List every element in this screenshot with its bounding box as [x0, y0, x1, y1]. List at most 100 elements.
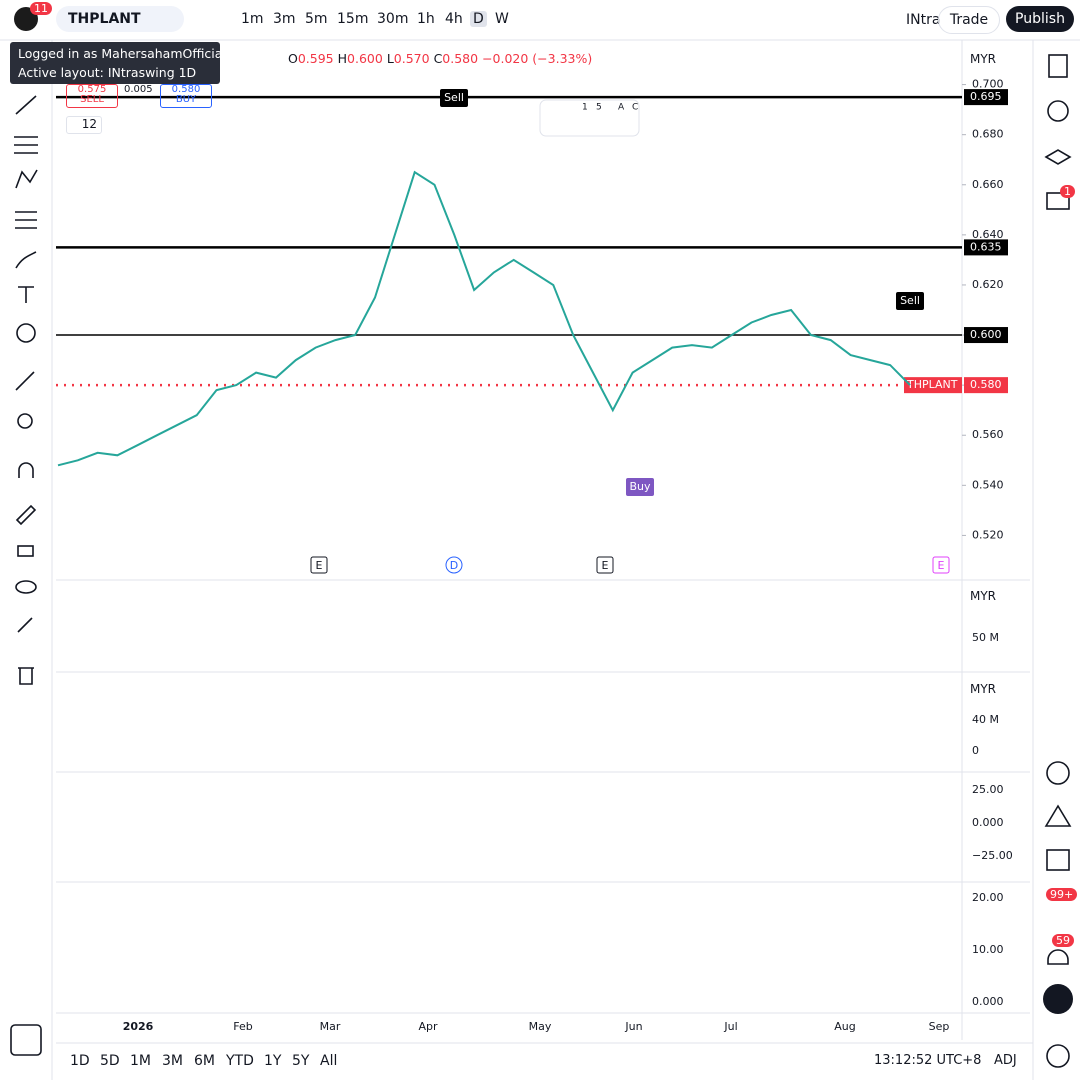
- x-tick-label: May: [529, 1020, 552, 1033]
- tool-fib[interactable]: [15, 211, 37, 229]
- x-tick-label: 2026: [123, 1020, 154, 1033]
- y-tick-label: 0.680: [972, 128, 1004, 141]
- tool-link[interactable]: [17, 617, 33, 633]
- sell-box[interactable]: 0.575 SELL: [66, 84, 118, 108]
- tool-eye[interactable]: [15, 580, 37, 594]
- tool-pattern[interactable]: [15, 169, 38, 189]
- currency[interactable]: MYR: [970, 589, 997, 603]
- side-apps[interactable]: [1043, 984, 1073, 1014]
- tool-icons: [10, 54, 1072, 1068]
- label: L: [386, 51, 394, 66]
- pane-axis-label: 0: [972, 744, 979, 757]
- indicator-count[interactable]: 12: [66, 116, 102, 134]
- buy-price: 0.580: [171, 84, 201, 95]
- feed-badge: 99+: [1046, 888, 1078, 901]
- interval-button[interactable]: 5m: [305, 11, 328, 27]
- side-target[interactable]: [1046, 761, 1070, 785]
- pane-axis-label: 0.000: [972, 995, 1004, 1008]
- tool-text[interactable]: [18, 286, 34, 303]
- ohlc-legend: O0.595 H0.600 L0.570 C0.580 −0.020 (−3.3…: [288, 51, 592, 66]
- symbol-search[interactable]: [56, 6, 184, 32]
- range-button[interactable]: 3M: [162, 1053, 183, 1069]
- label: H: [337, 51, 348, 66]
- tooltip-user: Logged in as MahersahamOfficial: [18, 46, 226, 61]
- label: C: [433, 51, 443, 66]
- pane-axis-label: 50 M: [972, 631, 999, 644]
- label: O: [288, 51, 298, 66]
- interval-button[interactable]: 1h: [417, 11, 435, 27]
- y-tick-label: 0.560: [972, 428, 1004, 441]
- tool-trash[interactable]: [18, 667, 34, 685]
- interval-button[interactable]: W: [495, 11, 509, 27]
- event-label: E: [602, 559, 609, 572]
- range-button[interactable]: 1D: [70, 1053, 90, 1069]
- layout-name[interactable]: INtra: [906, 12, 941, 28]
- widget-label: 5: [596, 103, 602, 113]
- widget-label: A: [618, 103, 625, 113]
- trade-button[interactable]: Trade: [938, 6, 1000, 34]
- range-button[interactable]: All: [320, 1053, 338, 1069]
- interval-button[interactable]: 4h: [445, 11, 463, 27]
- level-label: 0.635: [970, 240, 1002, 253]
- tool-trendline[interactable]: [15, 95, 37, 115]
- level-label: 0.695: [970, 90, 1002, 103]
- interval-button[interactable]: 15m: [337, 11, 369, 27]
- pane-axis-label: 10.00: [972, 943, 1004, 956]
- pane-axis-label: −25.00: [972, 849, 1013, 862]
- range-button[interactable]: 1Y: [264, 1053, 282, 1069]
- last-price-label: 0.580: [970, 378, 1002, 391]
- range-button[interactable]: 5D: [100, 1053, 120, 1069]
- pane-axis-label: 0.000: [972, 816, 1004, 829]
- widget-label: 1: [582, 103, 588, 113]
- interval-button[interactable]: 30m: [377, 11, 409, 27]
- tool-brush[interactable]: [15, 251, 37, 269]
- side-pattern[interactable]: [1044, 804, 1072, 827]
- pane-axis-label: 20.00: [972, 891, 1004, 904]
- x-tick-label: Jun: [624, 1020, 642, 1033]
- signal-label: Sell: [900, 294, 920, 307]
- tool-lock[interactable]: [17, 545, 34, 557]
- side-bell[interactable]: [1047, 949, 1069, 965]
- tool-ruler[interactable]: [15, 371, 35, 391]
- side-layers[interactable]: [1044, 149, 1072, 165]
- tool-lines[interactable]: [14, 136, 38, 154]
- change: −0.020 (−3.33%): [482, 51, 593, 66]
- floating-widget[interactable]: [539, 99, 640, 137]
- tool-magnet[interactable]: [18, 462, 34, 478]
- side-calendar[interactable]: [1046, 849, 1070, 871]
- interval-button[interactable]: D: [470, 11, 487, 27]
- tool-favorites[interactable]: [10, 1024, 42, 1056]
- range-button[interactable]: YTD: [226, 1053, 254, 1069]
- side-alerts[interactable]: [1047, 100, 1069, 122]
- symbol[interactable]: THPLANT: [68, 11, 141, 27]
- y-tick-label: 0.540: [972, 478, 1004, 491]
- adjust[interactable]: ADJ: [994, 1053, 1017, 1068]
- interval-button[interactable]: 1m: [241, 11, 264, 27]
- side-chat[interactable]: [1046, 192, 1070, 210]
- currency[interactable]: MYR: [970, 52, 997, 66]
- side-watchlist[interactable]: [1048, 54, 1068, 78]
- publish-button[interactable]: Publish: [1006, 6, 1074, 32]
- buy-box[interactable]: 0.580 BUY: [160, 84, 212, 108]
- event-marker: [445, 556, 463, 574]
- tool-pen[interactable]: [15, 504, 37, 526]
- tool-emoji[interactable]: [16, 323, 36, 343]
- widget-label: C: [632, 103, 638, 113]
- event-marker: [596, 556, 614, 574]
- range-button[interactable]: 6M: [194, 1053, 215, 1069]
- logo-badge: 11: [30, 2, 52, 15]
- interval-button[interactable]: 3m: [273, 11, 296, 27]
- level-label-bg: [964, 327, 1008, 344]
- tool-zoom[interactable]: [17, 413, 33, 429]
- x-tick-label: Aug: [834, 1020, 855, 1033]
- x-tick-label: Sep: [929, 1020, 950, 1033]
- x-tick-label: Mar: [320, 1020, 341, 1033]
- range-button[interactable]: 1M: [130, 1053, 151, 1069]
- signal-bg: [440, 89, 468, 107]
- value: 0.595: [297, 51, 334, 66]
- sell-price: 0.575: [77, 84, 107, 95]
- side-help[interactable]: [1046, 1044, 1070, 1068]
- range-button[interactable]: 5Y: [292, 1053, 310, 1069]
- currency[interactable]: MYR: [970, 682, 997, 696]
